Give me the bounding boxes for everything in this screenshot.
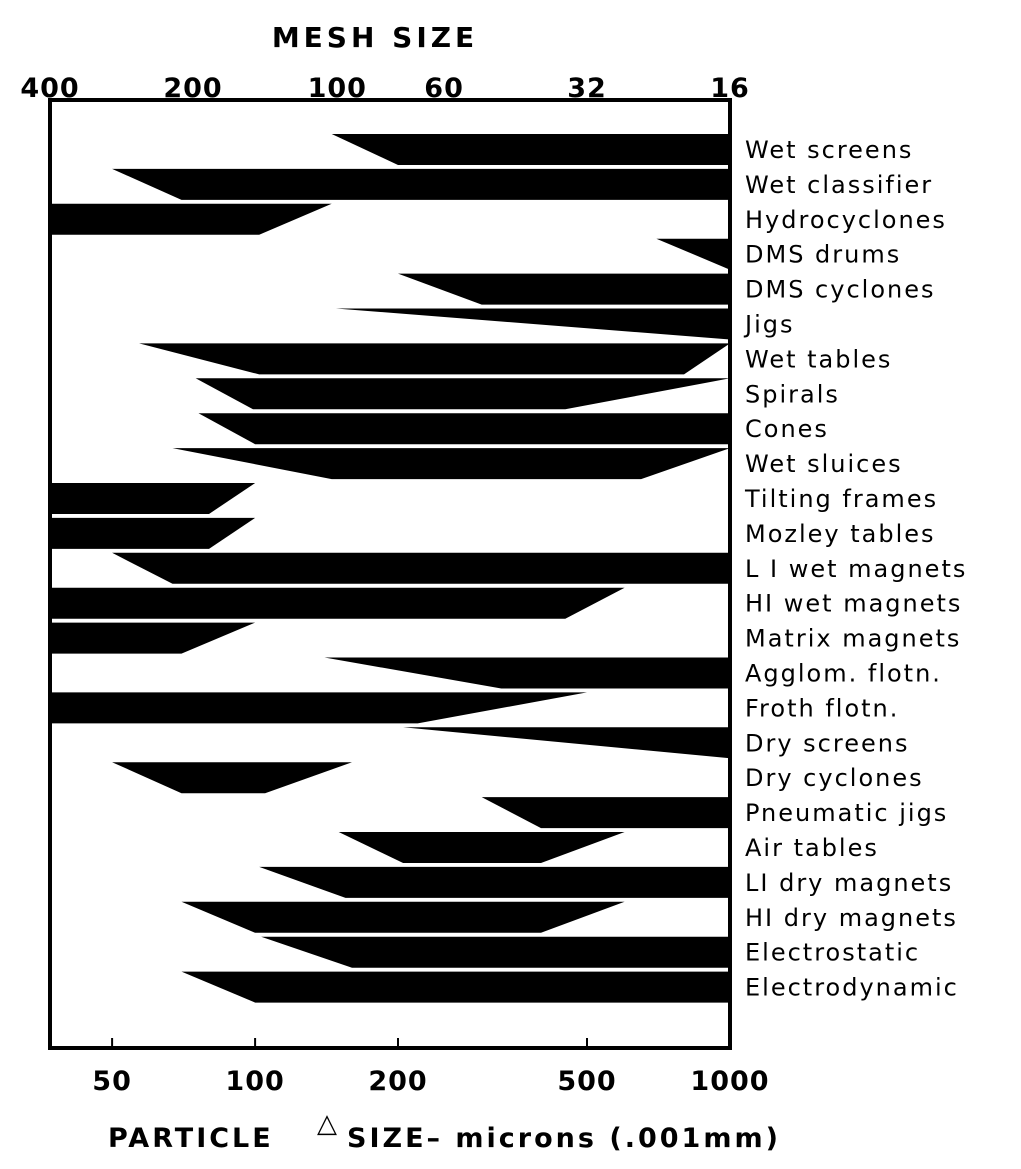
band-wet-classifier	[112, 168, 731, 200]
band-li-wet-magnets	[112, 552, 731, 584]
process-label: DMS drums	[745, 241, 901, 269]
band-froth-flotn	[50, 692, 587, 724]
band-cones	[198, 413, 730, 445]
process-label: Matrix magnets	[745, 625, 961, 653]
band-agglom-flotn	[324, 657, 730, 689]
process-label: Dry screens	[745, 729, 909, 757]
band-jigs	[335, 308, 730, 340]
top-axis-title: MESH SIZE	[272, 21, 478, 54]
band-wet-tables	[139, 343, 731, 375]
bottom-axis-title-part1: PARTICLE	[108, 1123, 274, 1154]
band-li-dry-magnets	[259, 866, 730, 898]
process-label: Dry cyclones	[745, 764, 924, 792]
process-label: Mozley tables	[745, 520, 936, 548]
plot-frame	[48, 98, 732, 1050]
bottom-tick-label: 200	[368, 1066, 427, 1097]
process-label: Froth flotn.	[745, 694, 899, 722]
process-label: Electrodynamic	[745, 974, 959, 1002]
process-bands	[50, 134, 731, 1003]
band-hi-wet-magnets	[50, 587, 625, 619]
process-label: Wet screens	[745, 136, 913, 164]
process-label: Tilting frames	[744, 485, 938, 513]
process-label: Agglom. flotn.	[745, 660, 942, 688]
process-label: Wet sluices	[745, 450, 903, 478]
process-label: Air tables	[745, 834, 879, 862]
band-mozley-tables	[50, 517, 256, 549]
process-label: L I wet magnets	[745, 555, 967, 583]
band-dry-screens	[403, 727, 730, 759]
band-electrostatic	[261, 936, 730, 968]
bottom-tick-label: 50	[92, 1066, 132, 1097]
band-matrix-magnets	[50, 622, 256, 654]
process-label: Cones	[745, 415, 829, 443]
process-label: Jigs	[743, 311, 794, 339]
process-label: Hydrocyclones	[745, 206, 947, 234]
band-hi-dry-magnets	[181, 901, 625, 933]
band-dms-drums	[656, 238, 730, 270]
process-label: HI wet magnets	[745, 590, 962, 618]
bottom-tick-label: 100	[225, 1066, 284, 1097]
process-labels: Wet screens Wet classifier Hydrocyclones DM…	[743, 136, 967, 1002]
process-label: Wet tables	[745, 345, 892, 373]
process-label: Wet classifier	[745, 171, 933, 199]
band-spirals	[195, 378, 730, 410]
band-air-tables	[338, 832, 625, 863]
process-label: Spirals	[745, 380, 840, 408]
process-label: Electrostatic	[745, 939, 920, 967]
bottom-tick-label: 1000	[690, 1066, 769, 1097]
process-label: DMS cyclones	[745, 276, 935, 304]
band-tilting-frames	[50, 483, 256, 514]
band-dry-cyclones	[112, 762, 352, 794]
process-label: LI dry magnets	[745, 869, 953, 897]
process-label: HI dry magnets	[745, 904, 958, 932]
delta-symbol: △	[317, 1109, 337, 1139]
band-electrodynamic	[181, 971, 730, 1003]
band-hydrocyclones	[50, 203, 332, 235]
bottom-axis-title: PARTICLE	[108, 1123, 274, 1154]
band-dms-cyclones	[398, 273, 730, 305]
process-label: Pneumatic jigs	[745, 799, 948, 827]
band-wet-screens	[331, 134, 730, 165]
band-pneumatic-jigs	[481, 797, 730, 829]
band-wet-sluices	[172, 448, 730, 480]
bottom-axis-ticks: 50 100 200 500 1000	[92, 1038, 769, 1097]
bottom-tick-label: 500	[557, 1066, 616, 1097]
bottom-axis-title-part2: SIZE– microns (.001mm)	[347, 1123, 781, 1154]
